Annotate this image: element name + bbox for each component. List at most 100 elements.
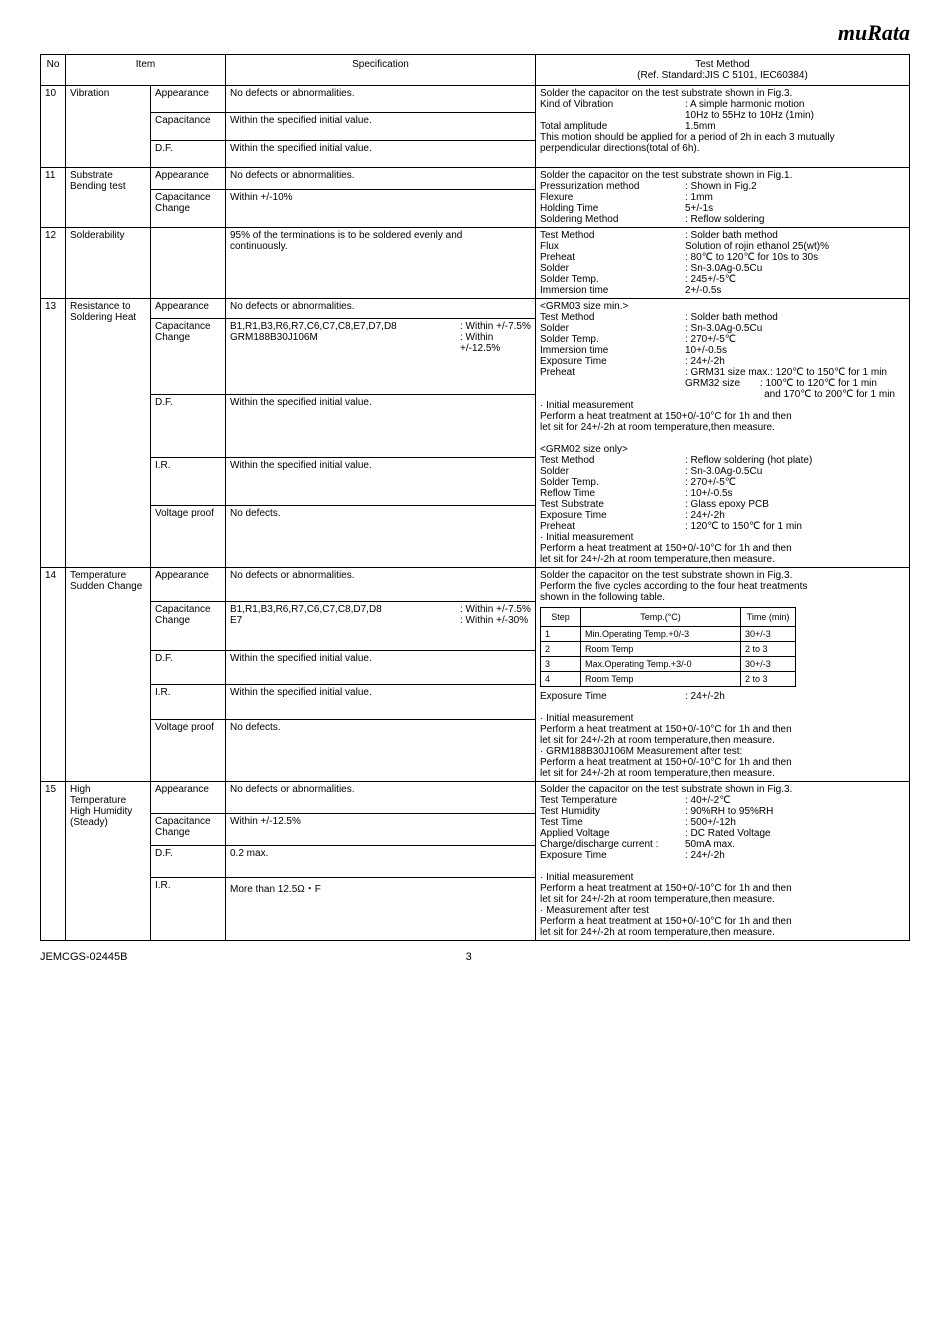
spec-cell: Within the specified initial value. [226, 140, 536, 167]
sub-item: I.R. [151, 457, 226, 505]
method-key: Flexure [540, 192, 685, 203]
method-line: Solder the capacitor on the test substra… [540, 170, 905, 181]
method-line: let sit for 24+/-2h at room temperature,… [540, 894, 905, 905]
method-cell: Solder the capacitor on the test substra… [536, 168, 910, 228]
method-line: let sit for 24+/-2h at room temperature,… [540, 554, 905, 565]
inner-td: Room Temp [581, 672, 741, 687]
inner-td: 2 to 3 [741, 642, 796, 657]
method-cell: Test Method: Solder bath method FluxSolu… [536, 228, 910, 299]
sub-item [151, 228, 226, 299]
method-line: let sit for 24+/-2h at room temperature,… [540, 768, 905, 779]
method-key: Flux [540, 241, 685, 252]
method-line: <GRM03 size min.> [540, 301, 905, 312]
method-key: Charge/discharge current : [540, 839, 685, 850]
sub-item: Capacitance Change [151, 319, 226, 395]
sub-item: I.R. [151, 878, 226, 941]
method-val: Solution of rojin ethanol 25(wt)% [685, 241, 905, 252]
page-number: 3 [466, 951, 472, 963]
row-item: High Temperature High Humidity (Steady) [66, 782, 151, 941]
header-spec: Specification [226, 55, 536, 86]
spec-cell: 0.2 max. [226, 846, 536, 878]
method-val: : 120℃ to 150℃ for 1 min [685, 521, 905, 532]
header-row: No Item Specification Test Method (Ref. … [41, 55, 910, 86]
method-val: : 40+/-2℃ [685, 795, 905, 806]
method-val: : Glass epoxy PCB [685, 499, 905, 510]
method-key: Applied Voltage [540, 828, 685, 839]
method-key: Kind of Vibration [540, 99, 685, 110]
temp-cycle-table: Step Temp.(°C) Time (min) 1Min.Operating… [540, 607, 796, 687]
method-line: Perform a heat treatment at 150+0/-10°C … [540, 724, 905, 735]
method-line: This motion should be applied for a peri… [540, 132, 905, 143]
method-line: let sit for 24+/-2h at room temperature,… [540, 927, 905, 938]
method-cell: Solder the capacitor on the test substra… [536, 86, 910, 168]
method-cell: Solder the capacitor on the test substra… [536, 568, 910, 782]
inner-td: Room Temp [581, 642, 741, 657]
spec-cell: No defects or abnormalities. [226, 168, 536, 190]
table-row: 13 Resistance to Soldering Heat Appearan… [41, 299, 910, 319]
method-line: Perform a heat treatment at 150+0/-10°C … [540, 916, 905, 927]
method-key: Total amplitude [540, 121, 685, 132]
method-key: Test Method [540, 312, 685, 323]
method-val: : Shown in Fig.2 [685, 181, 905, 192]
header-method-title: Test Method [695, 59, 749, 70]
method-line: Perform a heat treatment at 150+0/-10°C … [540, 757, 905, 768]
method-key: Solder [540, 466, 685, 477]
inner-th: Temp.(°C) [581, 608, 741, 627]
page-footer: JEMCGS-02445B 3 [40, 951, 910, 963]
method-val: : 270+/-5℃ [685, 334, 905, 345]
method-key: Immersion time [540, 345, 685, 356]
row-no: 14 [41, 568, 66, 782]
method-val: and 170℃ to 200℃ for 1 min [685, 389, 905, 400]
method-val: : A simple harmonic motion [685, 99, 905, 110]
inner-th: Step [541, 608, 581, 627]
method-val: : 24+/-2h [685, 510, 905, 521]
sub-item: D.F. [151, 140, 226, 167]
method-val: 50mA max. [685, 839, 905, 850]
spec-cell: No defects or abnormalities. [226, 568, 536, 602]
spec-cell: Within +/-12.5% [226, 814, 536, 846]
method-line: · Initial measurement [540, 713, 905, 724]
spec-cell: No defects. [226, 505, 536, 567]
sub-item: Capacitance [151, 113, 226, 140]
method-key: Reflow Time [540, 488, 685, 499]
sub-item: D.F. [151, 395, 226, 457]
method-key: Solder [540, 263, 685, 274]
method-key: Soldering Method [540, 214, 685, 225]
inner-td: 30+/-3 [741, 627, 796, 642]
sub-item: Capacitance Change [151, 190, 226, 228]
method-val: : 80℃ to 120℃ for 10s to 30s [685, 252, 905, 263]
inner-td: Min.Operating Temp.+0/-3 [581, 627, 741, 642]
method-val: 5+/-1s [685, 203, 905, 214]
method-key: Exposure Time [540, 510, 685, 521]
method-key: Immersion time [540, 285, 685, 296]
method-key: Test Method [540, 230, 685, 241]
spec-cell: No defects or abnormalities. [226, 299, 536, 319]
table-row: 10 Vibration Appearance No defects or ab… [41, 86, 910, 113]
method-line: Solder the capacitor on the test substra… [540, 88, 905, 99]
method-line: · Initial measurement [540, 872, 905, 883]
sub-item: Appearance [151, 299, 226, 319]
method-line: · GRM188B30J106M Measurement after test: [540, 746, 905, 757]
sub-item: Appearance [151, 168, 226, 190]
spec-cell: Within the specified initial value. [226, 457, 536, 505]
method-line: let sit for 24+/-2h at room temperature,… [540, 422, 905, 433]
inner-td: 30+/-3 [741, 657, 796, 672]
method-line: Solder the capacitor on the test substra… [540, 784, 905, 795]
method-key: Exposure Time [540, 691, 685, 702]
method-key: Test Method [540, 455, 685, 466]
spec-cell: B1,R1,B3,R6,R7,C6,C7,C8,E7,D7,D8: Within… [226, 319, 536, 395]
method-val: 1.5mm [685, 121, 905, 132]
spec-cell: 95% of the terminations is to be soldere… [226, 228, 536, 299]
inner-th: Time (min) [741, 608, 796, 627]
method-line: Perform a heat treatment at 150+0/-10°C … [540, 883, 905, 894]
row-item: Solderability [66, 228, 151, 299]
inner-td: 1 [541, 627, 581, 642]
method-val: : DC Rated Voltage [685, 828, 905, 839]
method-line: · Measurement after test [540, 905, 905, 916]
method-val: : 245+/-5℃ [685, 274, 905, 285]
row-item: Substrate Bending test [66, 168, 151, 228]
sub-item: D.F. [151, 846, 226, 878]
sub-item: D.F. [151, 650, 226, 684]
method-key: Test Substrate [540, 499, 685, 510]
spec-cell: No defects or abnormalities. [226, 782, 536, 814]
